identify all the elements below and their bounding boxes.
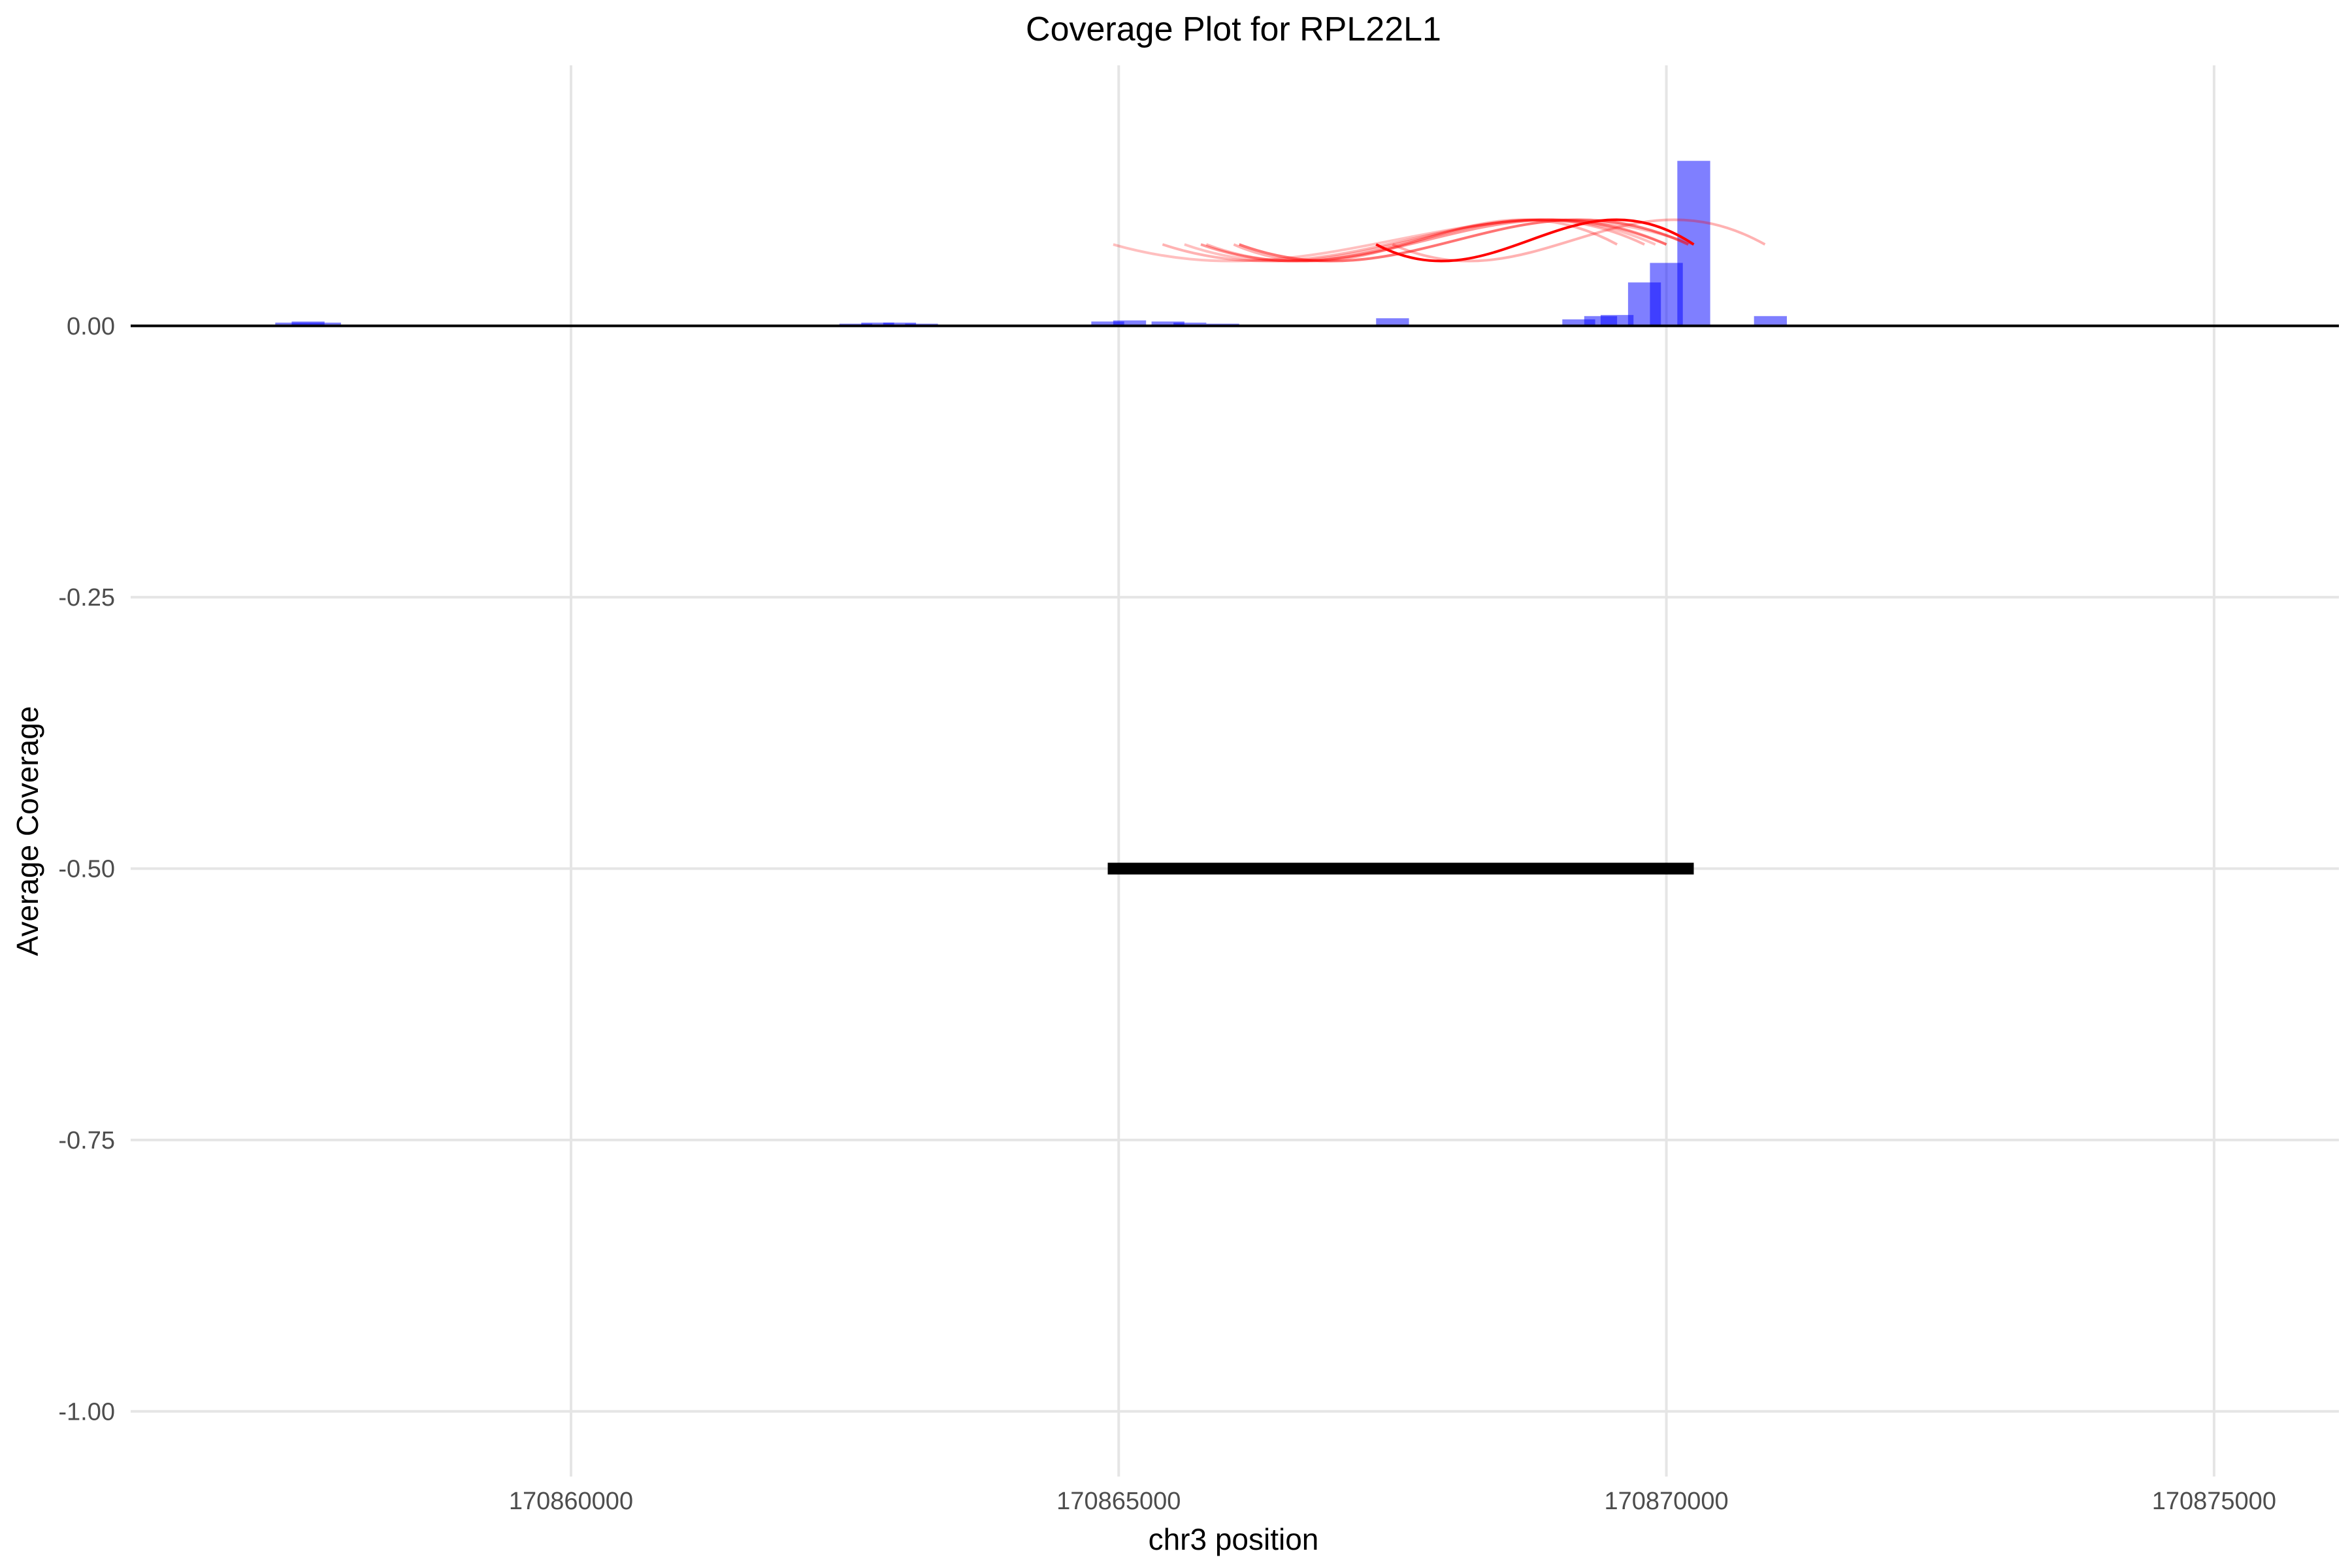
y-tick-label: -0.25 (58, 584, 115, 612)
coverage-bar (1600, 315, 1634, 326)
x-tick-label: 170870000 (1604, 1488, 1728, 1515)
y-axis-title: Average Coverage (10, 706, 44, 956)
coverage-bar (1376, 318, 1409, 326)
coverage-bar (308, 322, 341, 326)
y-tick-label: -0.50 (58, 856, 115, 883)
coverage-bars (242, 161, 1787, 326)
junction-arc (1375, 218, 1695, 263)
coverage-bar (1173, 322, 1207, 326)
junction-arc (1392, 218, 1766, 263)
junction-arc (1113, 218, 1695, 263)
coverage-bar (1562, 319, 1595, 326)
y-tick-label: -1.00 (58, 1398, 115, 1426)
coverage-bar (861, 322, 894, 326)
coverage-bar (1151, 321, 1184, 326)
junction-arc (1239, 218, 1689, 263)
x-tick-labels: 170860000 170865000 170870000 170875000 (509, 1488, 2276, 1515)
junction-arc (1233, 218, 1618, 263)
coverage-bar (1091, 321, 1124, 326)
coverage-bar (275, 322, 308, 326)
y-tick-labels: 0.00 -0.25 -0.50 -0.75 -1.00 (58, 313, 115, 1426)
chart-title: Coverage Plot for RPL22L1 (1026, 10, 1441, 48)
x-tick-label: 170865000 (1056, 1488, 1181, 1515)
y-tick-label: 0.00 (67, 313, 115, 340)
coverage-bar (1113, 320, 1147, 326)
coverage-bar (883, 322, 917, 326)
junction-arcs (1113, 218, 1766, 263)
y-tick-label: -0.75 (58, 1127, 115, 1154)
junction-arc (1205, 218, 1645, 263)
x-tick-label: 170860000 (509, 1488, 633, 1515)
grid-lines (131, 65, 2339, 1477)
x-axis-title: chr3 position (1149, 1522, 1319, 1556)
coverage-bar (1754, 316, 1787, 326)
x-tick-label: 170875000 (2152, 1488, 2276, 1515)
